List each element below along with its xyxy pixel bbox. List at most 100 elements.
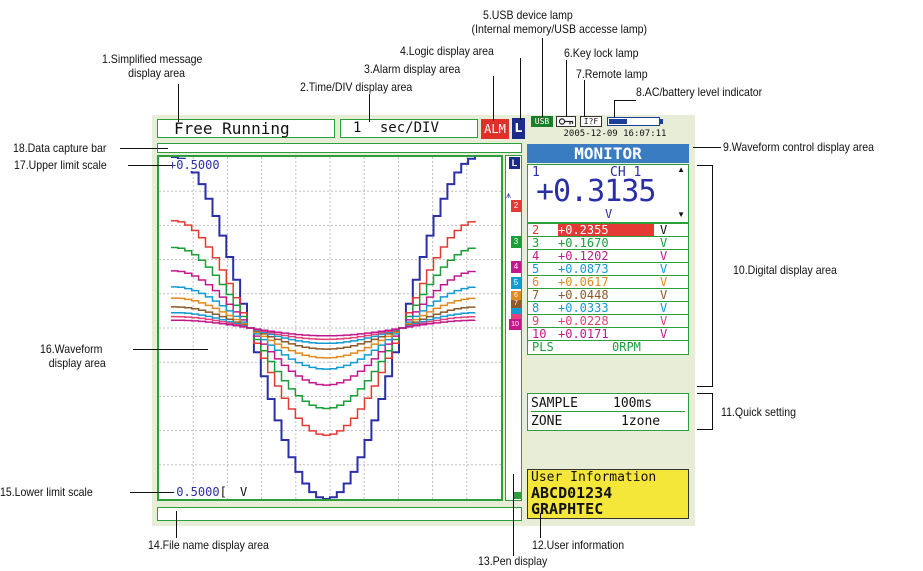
channel-unit: V (660, 288, 668, 302)
channel-value: +0.2355 (558, 224, 654, 236)
channel-row[interactable]: 5 +0.0873 V (528, 262, 688, 275)
leader-a16 (133, 349, 208, 350)
data-capture-bar (157, 143, 522, 153)
waveform-trace-ch7 (171, 306, 476, 350)
bracket-a10-top (697, 165, 713, 166)
time-div-area[interactable]: 1 sec/DIV (340, 119, 478, 138)
leader-a8 (614, 100, 636, 101)
label-quick-setting: 11.Quick setting (721, 405, 796, 419)
channel-unit: V (660, 301, 668, 315)
channel-value: +0.0448 (558, 288, 609, 302)
main-channel-value: +0.3135 (536, 174, 656, 209)
message-text: Free Running (174, 119, 290, 138)
channel-number: 9 (532, 314, 540, 328)
datetime-display: 2005-12-09 16:07:11 (535, 128, 695, 140)
channel-row[interactable]: 2 +0.2355 V (528, 223, 688, 236)
leader-a8-v (614, 100, 615, 117)
label-waveform-area: 16.Waveform display area (40, 342, 106, 370)
user-info-line-2: GRAPHTEC (531, 500, 604, 518)
channel-row[interactable]: 3 +0.1670 V (528, 236, 688, 249)
channel-unit: V (660, 223, 668, 237)
channel-unit: V (660, 327, 668, 341)
bracket-a11-top (697, 393, 713, 394)
waveform-trace-ch10 (171, 319, 476, 337)
bracket-a10-bottom (697, 386, 713, 387)
pen-marker-3: 3 (511, 236, 521, 248)
label-usb-lamp: 5.USB device lamp (Internal memory/USB ac… (471, 8, 648, 36)
channel-unit: V (660, 275, 668, 289)
label-pen-display: 13.Pen display (478, 554, 548, 568)
leader-a17 (128, 165, 172, 166)
user-information-area: User Information ABCD01234 GRAPHTEC (527, 469, 689, 519)
waveform-display-area: +0.5000 -0.5000[ V (157, 155, 503, 501)
usb-text: USB (534, 117, 550, 126)
logic-text: L (514, 121, 523, 135)
recorder-screen: Free Running 1 sec/DIV ALM L USB I?F 200… (152, 115, 695, 526)
leader-a3 (493, 76, 494, 121)
waveform-trace-ch3 (171, 246, 476, 410)
waveform-control-area[interactable]: MONITOR (527, 144, 689, 163)
leader-a6 (566, 60, 567, 117)
lower-limit-unit: V (240, 485, 248, 499)
channel-row[interactable]: 6 +0.0617 V (528, 275, 688, 288)
channel-number: 7 (532, 288, 540, 302)
scroll-up-icon[interactable]: ▲ (677, 165, 685, 174)
bracket-a10-side (712, 165, 713, 387)
waveform-trace-ch6 (171, 297, 476, 359)
leader-a7 (584, 80, 585, 117)
pen-marker-5: 5 (511, 277, 521, 289)
pulse-row[interactable]: PLS 0RPM (528, 340, 688, 353)
channel-row[interactable]: 7 +0.0448 V (528, 288, 688, 301)
pen-marker-4: 4 (511, 261, 521, 273)
channel-row[interactable]: 9 +0.0228 V (528, 314, 688, 327)
channel-number: 8 (532, 301, 540, 315)
upper-limit-value: +0.5000 (169, 158, 220, 172)
time-div-unit: sec/DIV (379, 120, 439, 136)
sample-label: SAMPLE (531, 396, 578, 411)
zone-label: ZONE (531, 414, 563, 429)
channel-row[interactable]: 4 +0.1202 V (528, 249, 688, 262)
time-div-value: 1 (353, 120, 362, 136)
label-key-lock: 6.Key lock lamp (564, 46, 639, 60)
pulse-label: PLS (532, 340, 554, 354)
label-time-div: 2.Time/DIV display area (300, 80, 413, 94)
waveform-plot (159, 157, 501, 499)
user-info-line-1: ABCD01234 (531, 484, 613, 502)
channel-number: 6 (532, 275, 540, 289)
leader-a13 (513, 474, 514, 556)
waveform-trace-ch4 (171, 270, 476, 386)
quick-setting-area[interactable]: SAMPLE 100ms ZONE 1zone (527, 393, 689, 431)
label-simplified-message: 1.Simplified message display area (102, 52, 203, 80)
pen-marker-2: 2 (511, 200, 521, 212)
quick-sample-row[interactable]: SAMPLE 100ms (531, 395, 685, 412)
quick-zone-row[interactable]: ZONE 1zone (531, 413, 685, 430)
lower-limit-value: -0.5000 (169, 485, 220, 499)
leader-a15 (130, 492, 174, 493)
channel-row[interactable]: 10 +0.0171 V (528, 327, 688, 340)
pen-marker-9 (511, 314, 521, 319)
waveform-trace-ch9 (171, 315, 476, 341)
waveform-trace-ch8 (171, 311, 476, 345)
scroll-down-icon[interactable]: ▼ (677, 210, 685, 219)
pen-display: L ⩚ 2 3 4 5 6 7 10 (505, 155, 522, 501)
label-alarm: 3.Alarm display area (364, 62, 461, 76)
label-digital-display: 10.Digital display area (733, 263, 837, 277)
upper-limit-scale: +0.5000 (169, 159, 220, 171)
battery-indicator (607, 117, 663, 126)
label-remote: 7.Remote lamp (576, 67, 648, 81)
main-channel-number: 1 (532, 165, 540, 180)
file-name-area (157, 507, 522, 521)
channel-unit: V (660, 236, 668, 250)
channel-value: +0.1670 (558, 236, 609, 250)
sample-value: 100ms (613, 396, 653, 411)
channel-row[interactable]: 8 +0.0333 V (528, 301, 688, 314)
main-channel-name: CH 1 (610, 165, 642, 180)
leader-a14 (176, 511, 177, 538)
channel-unit: V (660, 262, 668, 276)
channel-unit: V (660, 249, 668, 263)
pen-marker-logic: L (509, 157, 520, 169)
simplified-message-area: Free Running (157, 119, 335, 138)
leader-a4 (520, 58, 521, 120)
pen-marker-7: 7 (511, 300, 521, 308)
label-file-name: 14.File name display area (148, 538, 269, 552)
